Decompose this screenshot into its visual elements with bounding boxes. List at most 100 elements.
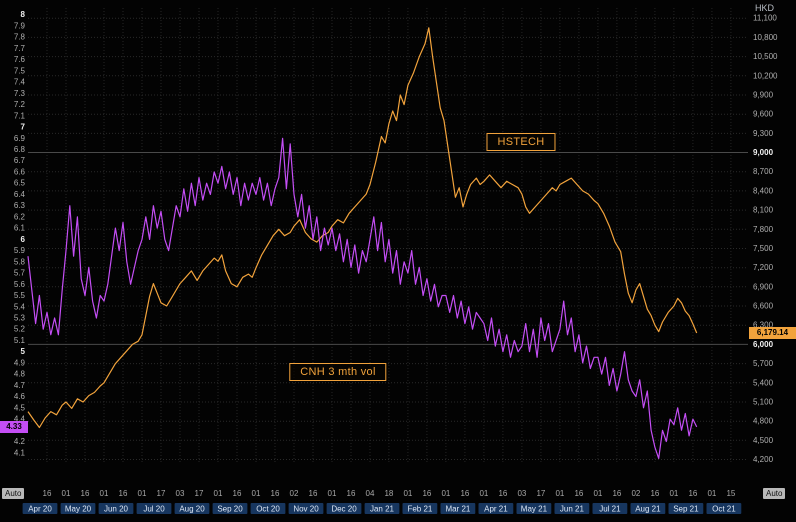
series-line-hstech	[27, 27, 698, 429]
last-value-badge-hstech: 6,179.14	[749, 327, 796, 339]
x-axis-day-tick: 16	[347, 489, 356, 498]
x-axis-month-label: Jan 21	[370, 505, 395, 514]
x-axis-day-tick: 01	[669, 489, 678, 498]
x-axis-month-chip	[554, 503, 590, 514]
right-axis-tick: 8,400	[753, 186, 774, 195]
x-axis-month-chip	[668, 503, 704, 514]
x-axis-month-chip	[592, 503, 628, 514]
right-axis-tick: 7,500	[753, 244, 774, 253]
x-axis-month-label: Jun 21	[560, 505, 585, 514]
x-axis-day-tick: 01	[441, 489, 450, 498]
x-axis-month-label: Sep 20	[217, 505, 243, 514]
x-axis-month-chip	[174, 503, 210, 514]
right-axis-tick: 5,400	[753, 378, 774, 387]
left-axis-tick: 7.3	[14, 89, 26, 98]
x-axis-month-label: Aug 21	[635, 505, 661, 514]
right-axis-tick: 5,700	[753, 359, 774, 368]
x-axis-day-tick: 16	[422, 489, 431, 498]
x-axis-month-chip	[402, 503, 438, 514]
right-axis-tick: 9,000	[753, 148, 774, 157]
x-axis-month-label: May 20	[65, 505, 92, 514]
x-axis-day-tick: 16	[460, 489, 469, 498]
left-axis-tick: 5.6	[14, 280, 26, 289]
right-axis-tick: 4,200	[753, 455, 774, 464]
left-axis-tick: 7.7	[14, 44, 26, 53]
left-axis-tick: 6.5	[14, 179, 26, 188]
left-axis-tick: 6	[21, 235, 26, 244]
left-axis-tick: 4.6	[14, 392, 26, 401]
left-axis-tick: 7.1	[14, 111, 26, 120]
x-axis-day-tick: 03	[176, 489, 185, 498]
x-axis-day-tick: 01	[479, 489, 488, 498]
x-axis-month-label: Oct 20	[256, 505, 280, 514]
x-axis-day-tick: 16	[119, 489, 128, 498]
left-axis-tick: 7	[21, 123, 26, 132]
auto-scale-left-button[interactable]: Auto	[2, 488, 25, 499]
x-axis-month-chip	[326, 503, 362, 514]
x-axis-month-chip	[212, 503, 248, 514]
right-axis-tick: 10,200	[753, 71, 778, 80]
x-axis-day-tick: 16	[574, 489, 583, 498]
left-axis-tick: 7.6	[14, 55, 26, 64]
x-axis-day-tick: 15	[726, 489, 735, 498]
x-axis-month-label: Dec 20	[331, 505, 357, 514]
x-axis-month-chip	[630, 503, 666, 514]
left-axis-tick: 6.6	[14, 168, 26, 177]
x-axis-day-tick: 01	[403, 489, 412, 498]
left-axis-tick: 5	[21, 347, 26, 356]
x-axis-day-tick: 16	[650, 489, 659, 498]
left-axis-tick: 5.9	[14, 246, 26, 255]
x-axis-month-chip	[706, 503, 742, 514]
x-axis-month-chip	[136, 503, 172, 514]
x-axis-day-tick: 02	[290, 489, 299, 498]
left-axis-tick: 4.5	[14, 403, 26, 412]
x-axis-day-tick: 01	[707, 489, 716, 498]
left-axis-tick: 5.5	[14, 291, 26, 300]
x-axis-day-tick: 03	[517, 489, 526, 498]
auto-scale-right-button[interactable]: Auto	[763, 488, 786, 499]
x-axis-month-label: Oct 21	[712, 505, 736, 514]
right-axis-tick: 10,500	[753, 52, 778, 61]
x-axis-month-label: May 21	[521, 505, 548, 514]
right-axis-tick: 11,100	[753, 14, 777, 23]
x-axis-day-tick: 16	[233, 489, 242, 498]
x-axis-day-tick: 01	[100, 489, 109, 498]
x-axis-month-label: Jul 21	[599, 505, 621, 514]
left-axis-tick: 7.8	[14, 33, 26, 42]
right-axis-tick: 9,900	[753, 91, 774, 100]
left-axis-tick: 7.5	[14, 66, 26, 75]
left-axis-tick: 4.2	[14, 437, 26, 446]
right-axis-tick: 4,800	[753, 417, 774, 426]
x-axis-day-tick: 16	[688, 489, 697, 498]
x-axis-month-chip	[22, 503, 58, 514]
x-axis-day-tick: 01	[555, 489, 564, 498]
x-axis-month-chip	[478, 503, 514, 514]
left-axis-tick: 7.4	[14, 78, 26, 87]
series-label-box-cnh-3-mth-vol[interactable]: CNH 3 mth vol	[289, 363, 387, 381]
x-axis-day-tick: 04	[366, 489, 375, 498]
x-axis-month-label: Jun 20	[104, 505, 129, 514]
right-axis-tick: 8,100	[753, 206, 774, 215]
x-axis-day-tick: 17	[536, 489, 545, 498]
series-line-cnh-3-mth-vol	[27, 137, 698, 459]
right-axis-tick: 7,800	[753, 225, 774, 234]
right-axis-tick: 10,800	[753, 33, 778, 42]
left-axis-tick: 5.2	[14, 325, 26, 334]
right-axis-tick: 5,100	[753, 398, 774, 407]
right-axis-tick: 7,200	[753, 263, 774, 272]
x-axis-month-label: Feb 21	[407, 505, 432, 514]
series-label-box-hstech[interactable]: HSTECH	[486, 133, 556, 151]
right-axis-currency-label: HKD	[755, 3, 775, 13]
x-axis-day-tick: 01	[328, 489, 337, 498]
left-axis-tick: 6.4	[14, 190, 26, 199]
left-axis-tick: 6.8	[14, 145, 26, 154]
left-axis-tick: 6.9	[14, 134, 26, 143]
right-axis-tick: 6,900	[753, 282, 774, 291]
x-axis-day-tick: 18	[384, 489, 393, 498]
left-axis-tick: 6.7	[14, 156, 26, 165]
x-axis-month-chip	[516, 503, 552, 514]
x-axis-month-chip	[98, 503, 134, 514]
x-axis-day-tick: 17	[195, 489, 204, 498]
